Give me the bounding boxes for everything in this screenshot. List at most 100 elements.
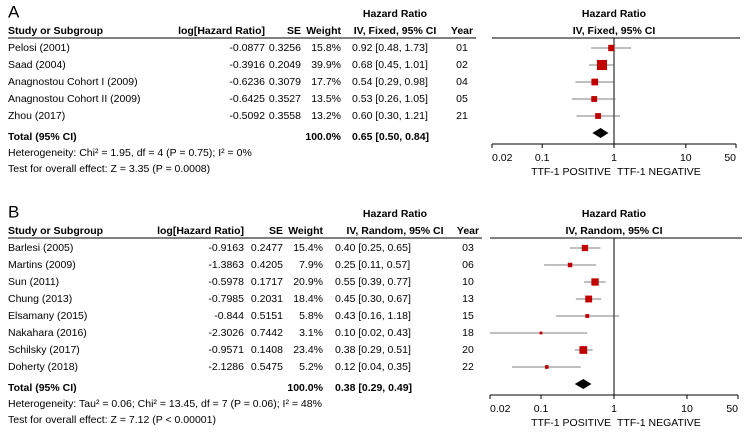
x-tick-label: 1 [611, 403, 617, 415]
year: 04 [456, 76, 468, 88]
x-tick-label: 0.02 [492, 152, 513, 164]
se: 0.3558 [269, 110, 301, 122]
column-header: Weight [288, 225, 323, 237]
column-group: Hazard Ratio [363, 208, 427, 220]
year: 13 [462, 293, 474, 305]
weight: 5.8% [299, 310, 323, 322]
weight: 23.4% [293, 344, 323, 356]
hr-square [585, 295, 593, 303]
panel-label: B [8, 202, 19, 221]
x-label-left: TTF-1 POSITIVE [531, 166, 611, 178]
year: 20 [462, 344, 474, 356]
se: 0.3079 [269, 76, 301, 88]
study-name: Doherty (2018) [8, 361, 78, 373]
study-name: Zhou (2017) [8, 110, 65, 122]
year: 18 [462, 327, 474, 339]
se: 0.1717 [251, 276, 283, 288]
log-hr: -0.9163 [208, 242, 244, 254]
plot-title: Hazard Ratio [582, 208, 646, 220]
hr-ci: 0.53 [0.26, 1.05] [352, 93, 428, 105]
log-hr: -0.5092 [229, 110, 265, 122]
overall-effect: Test for overall effect: Z = 3.35 (P = 0… [8, 163, 210, 175]
study-name: Schilsky (2017) [8, 344, 80, 356]
se: 0.5151 [251, 310, 283, 322]
hr-ci: 0.55 [0.39, 0.77] [335, 276, 411, 288]
weight: 3.1% [299, 327, 323, 339]
total-diamond [574, 379, 592, 389]
column-header: log[Hazard Ratio] [178, 25, 265, 37]
hr-ci: 0.38 [0.29, 0.51] [335, 344, 411, 356]
hr-ci: 0.54 [0.29, 0.98] [352, 76, 428, 88]
hr-square [567, 262, 573, 268]
weight: 17.7% [311, 76, 341, 88]
se: 0.7442 [251, 327, 283, 339]
study-name: Sun (2011) [8, 276, 59, 288]
log-hr: -0.9571 [208, 344, 244, 356]
weight: 5.2% [299, 361, 323, 373]
heterogeneity: Heterogeneity: Chi² = 1.95, df = 4 (P = … [8, 147, 252, 159]
se: 0.3527 [269, 93, 301, 105]
year: 02 [456, 59, 468, 71]
hr-square [591, 96, 598, 102]
weight: 15.4% [293, 242, 323, 254]
hr-square [581, 244, 589, 252]
column-header: Study or Subgroup [8, 25, 103, 37]
se: 0.3256 [269, 42, 301, 54]
hr-square [579, 346, 588, 354]
log-hr: -1.3863 [208, 259, 244, 271]
x-tick-label: 10 [681, 403, 693, 415]
log-hr: -0.3916 [229, 59, 265, 71]
hr-square [591, 278, 599, 286]
x-tick-label: 10 [680, 152, 692, 164]
hr-ci: 0.25 [0.11, 0.57] [335, 259, 410, 271]
study-name: Barlesi (2005) [8, 242, 73, 254]
column-header: SE [287, 25, 301, 37]
se: 0.2031 [251, 293, 283, 305]
log-hr: -0.6425 [229, 93, 265, 105]
total-diamond [592, 128, 609, 138]
study-name: Pelosi (2001) [8, 42, 70, 54]
year: 05 [456, 93, 468, 105]
x-tick-label: 1 [611, 152, 617, 164]
x-label-right: TTF-1 NEGATIVE [617, 166, 701, 178]
plot-title: Hazard Ratio [582, 8, 646, 20]
column-header: Study or Subgroup [8, 225, 103, 237]
se: 0.5475 [251, 361, 283, 373]
x-tick-label: 0.1 [534, 403, 549, 415]
hr-square [596, 59, 608, 71]
x-tick-label: 0.1 [535, 152, 550, 164]
x-label-right: TTF-1 NEGATIVE [617, 417, 701, 429]
overall-effect: Test for overall effect: Z = 7.12 (P < 0… [8, 414, 216, 426]
total-weight: 100.0% [305, 131, 341, 143]
hr-ci: 0.68 [0.45, 1.01] [352, 59, 428, 71]
log-hr: -2.3026 [208, 327, 244, 339]
column-group: Hazard Ratio [363, 8, 427, 20]
x-label-left: TTF-1 POSITIVE [531, 417, 611, 429]
heterogeneity: Heterogeneity: Tau² = 0.06; Chi² = 13.45… [8, 398, 322, 410]
year: 10 [462, 276, 474, 288]
hr-square [591, 78, 599, 86]
study-name: Saad (2004) [8, 59, 66, 71]
se: 0.4205 [251, 259, 283, 271]
se: 0.2049 [269, 59, 301, 71]
se: 0.1408 [251, 344, 283, 356]
study-name: Anagnostou Cohort II (2009) [8, 93, 141, 105]
study-name: Elsamany (2015) [8, 310, 87, 322]
total-hr: 0.65 [0.50, 0.84] [352, 131, 429, 143]
log-hr: -0.0877 [229, 42, 265, 54]
column-header: Weight [306, 25, 341, 37]
hr-square [595, 113, 601, 119]
panel-label: A [8, 2, 20, 21]
log-hr: -0.6236 [229, 76, 265, 88]
year: 21 [456, 110, 468, 122]
total-weight: 100.0% [287, 382, 323, 394]
weight: 13.2% [311, 110, 341, 122]
plot-subtitle: IV, Random, 95% CI [565, 225, 662, 237]
x-tick-label: 50 [724, 152, 736, 164]
x-tick-label: 0.02 [490, 403, 511, 415]
hr-ci: 0.10 [0.02, 0.43] [335, 327, 411, 339]
study-name: Nakahara (2016) [8, 327, 87, 339]
study-name: Chung (2013) [8, 293, 72, 305]
column-header: Year [451, 25, 473, 37]
